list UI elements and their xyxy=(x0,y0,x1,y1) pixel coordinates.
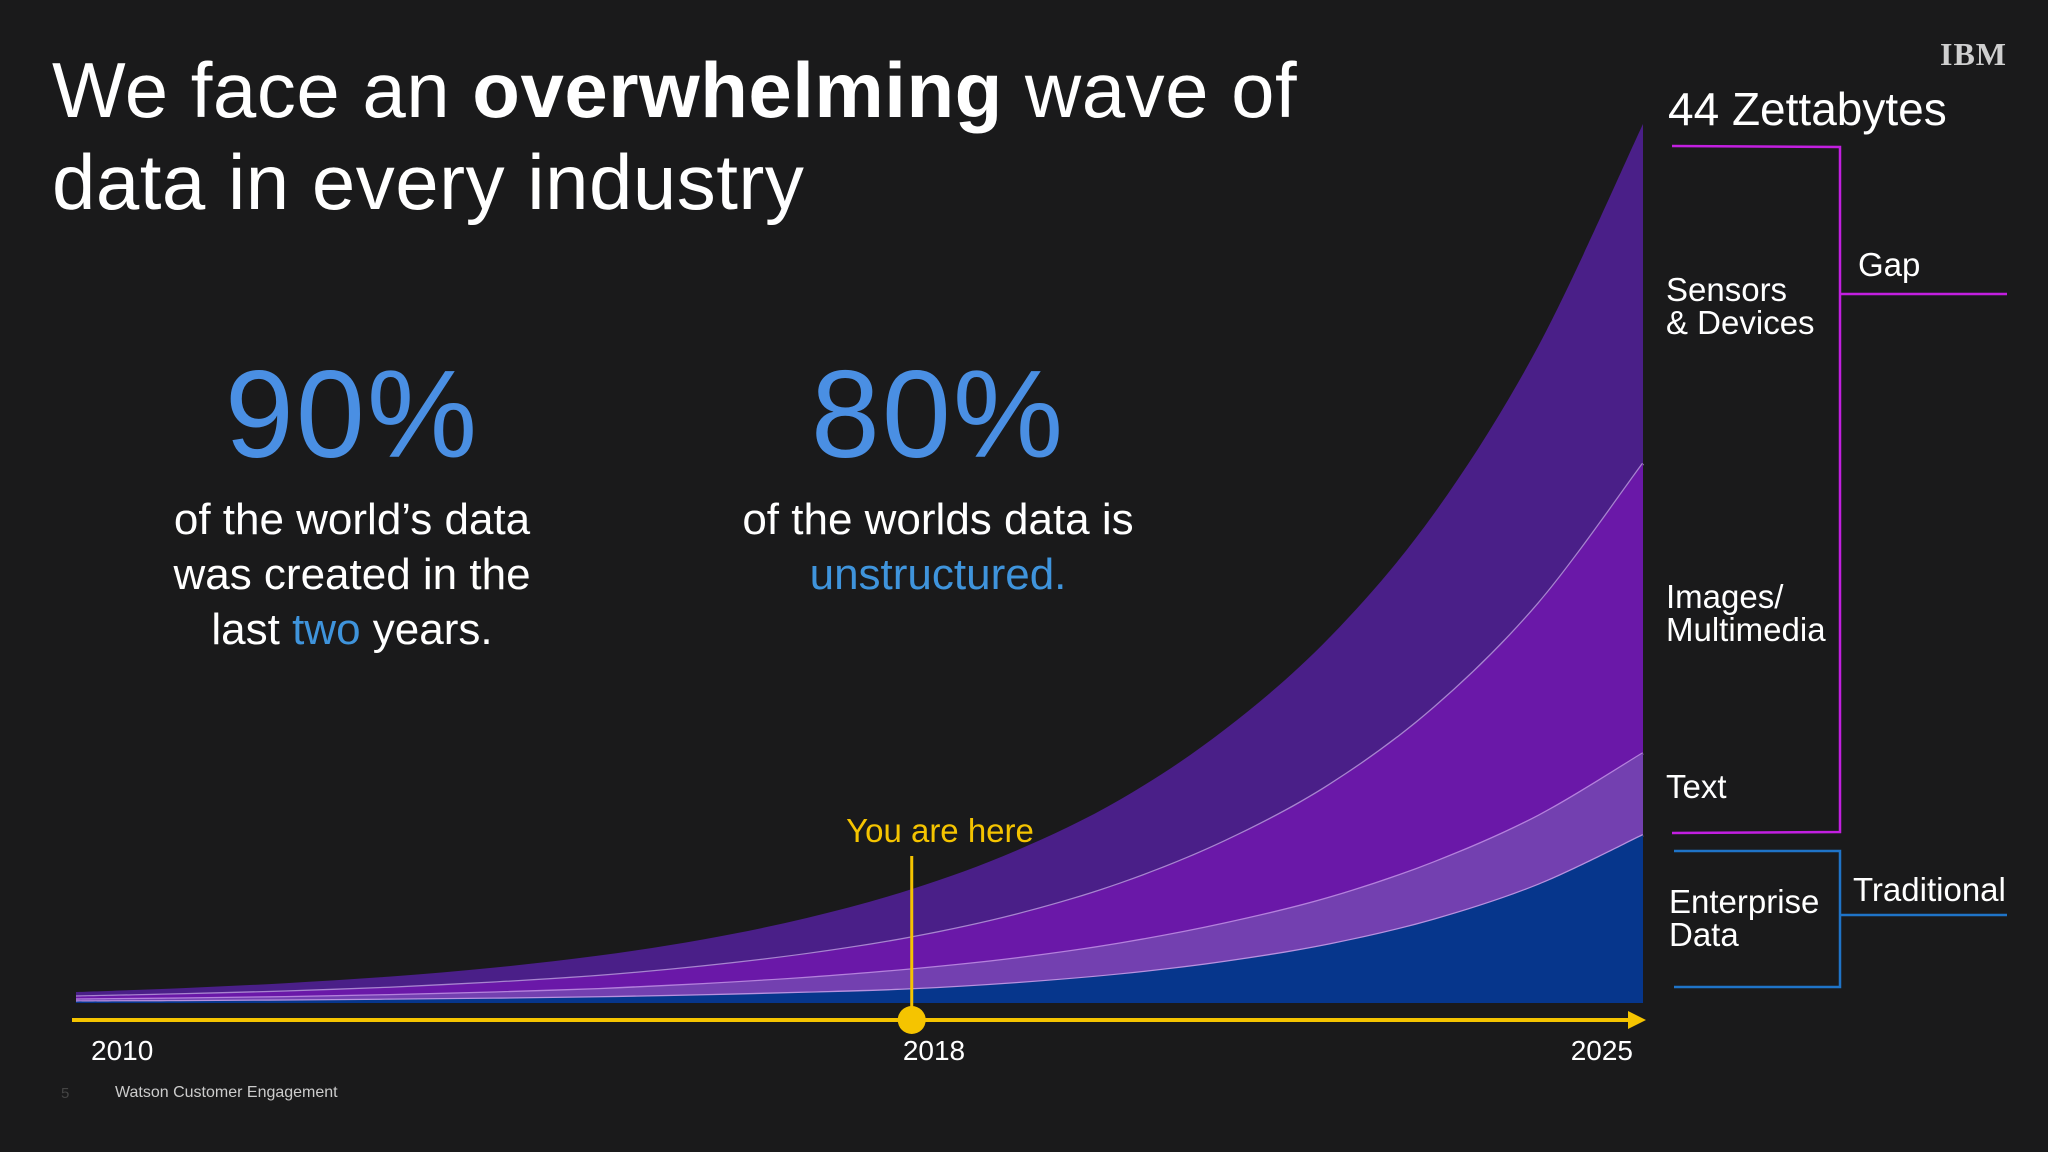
title-text: We face an xyxy=(52,46,473,134)
stat-value: 80% xyxy=(810,346,1066,484)
x-tick-2025: 2025 xyxy=(1570,1035,1633,1066)
stat-description: of the worlds data is unstructured. xyxy=(638,492,1238,602)
label-line: Multimedia xyxy=(1666,611,1826,648)
stat-90-percent: 90% of the world’s data was created in t… xyxy=(52,350,652,657)
total-label: 44 Zettabytes xyxy=(1668,83,1947,135)
stat-highlight: two xyxy=(292,605,361,654)
series-boundary-line xyxy=(75,834,1644,1003)
page-title: We face an overwhelming wave of data in … xyxy=(52,44,1297,228)
label-enterprise: Enterprise Data xyxy=(1669,885,1819,951)
x-tick-2018: 2018 xyxy=(902,1035,966,1066)
x-tick-2010: 2010 xyxy=(91,1035,154,1066)
stat-text: last xyxy=(211,605,293,654)
label-line: Images/ xyxy=(1666,578,1784,615)
marker-dot xyxy=(897,1006,926,1034)
stat-text: years. xyxy=(360,605,493,654)
stat-line: of the worlds data is xyxy=(742,495,1134,544)
label-line: & Devices xyxy=(1666,304,1815,341)
title-emphasis: overwhelming xyxy=(472,46,1003,134)
stat-highlight: unstructured. xyxy=(809,550,1067,599)
title-text: wave of xyxy=(1002,46,1298,134)
area-images-multimedia xyxy=(76,463,1643,1003)
label-line: Data xyxy=(1669,916,1739,953)
timeline-arrow-icon xyxy=(1628,1011,1646,1029)
label-images: Images/Multimedia xyxy=(1666,580,1826,646)
traditional-label: Traditional xyxy=(1853,871,2006,908)
stat-line: last two years. xyxy=(52,602,652,657)
gap-label: Gap xyxy=(1858,246,1921,283)
stat-80-percent: 80% of the worlds data is unstructured. xyxy=(638,350,1238,602)
ibm-logo: IBM xyxy=(1940,36,2007,72)
label-text: Text xyxy=(1666,768,1727,805)
gap-bracket xyxy=(1671,144,2007,835)
series-boundary-line xyxy=(75,462,1645,998)
label-line: Sensors xyxy=(1666,271,1788,308)
area-enterprise-data xyxy=(76,835,1643,1003)
area-sensors-devices xyxy=(76,124,1643,1003)
label-sensors: Sensors & Devices xyxy=(1666,273,1815,339)
area-text xyxy=(76,753,1643,1003)
you-are-here-label: You are here xyxy=(846,812,1034,849)
footer-text: Watson Customer Engagement xyxy=(115,1084,338,1101)
page-number: 5 xyxy=(61,1085,70,1102)
stat-description: of the world’s data was created in the l… xyxy=(52,492,652,657)
title-line-2: data in every industry xyxy=(52,138,805,226)
label-line: Enterprise xyxy=(1669,883,1820,920)
stat-value: 90% xyxy=(224,346,480,484)
stat-line: of the world’s data xyxy=(173,495,531,544)
stat-line: was created in the xyxy=(173,550,531,599)
traditional-bracket xyxy=(1674,849,2007,989)
